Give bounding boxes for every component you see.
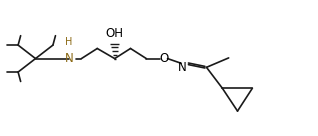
Text: O: O [159, 52, 168, 65]
Text: OH: OH [106, 27, 124, 39]
Text: N: N [178, 61, 187, 74]
Text: H: H [65, 37, 73, 47]
Text: N: N [64, 52, 73, 65]
